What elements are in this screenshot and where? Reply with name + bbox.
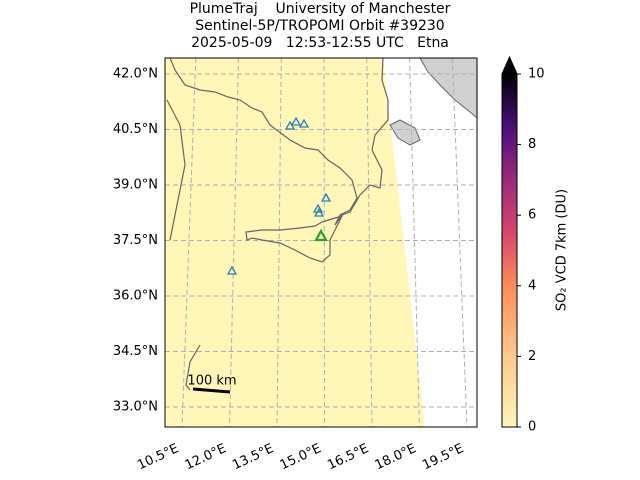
- colorbar-tick-label: 0: [528, 420, 536, 435]
- coastline: [245, 215, 344, 263]
- lat-label: 42.0°N: [113, 67, 158, 82]
- colorbar: SO₂ VCD 7km (DU) 0 2 4 6 8 10: [501, 55, 570, 435]
- map-area: 100 km: [165, 58, 477, 427]
- lon-label: 10.5°E: [135, 441, 181, 473]
- lat-label: 40.5°N: [113, 122, 158, 137]
- lon-label: 19.5°E: [420, 441, 466, 473]
- lon-label: 13.5°E: [230, 441, 276, 473]
- colorbar-tick-label: 10: [528, 67, 545, 82]
- satellite-swath: [165, 58, 425, 427]
- colorbar-tick-label: 6: [528, 208, 536, 223]
- coastline: [169, 58, 389, 226]
- colorbar-frame: [501, 55, 518, 428]
- title-line: Sentinel-5P/TROPOMI Orbit #39230: [195, 18, 444, 34]
- colorbar-fill: [502, 74, 517, 427]
- grid-line: [366, 58, 373, 427]
- lon-label: 12.0°E: [183, 441, 229, 473]
- land: [389, 119, 421, 146]
- title-line: PlumeTraj University of Manchester: [190, 1, 451, 17]
- map-frame: [164, 57, 478, 428]
- grid-line: [181, 58, 197, 427]
- lat-label: 33.0°N: [113, 400, 158, 415]
- title-line: 2025-05-09 12:53-12:55 UTC Etna: [191, 35, 449, 51]
- lat-labels: 42.0°N 40.5°N 39.0°N 37.5°N 36.0°N 34.5°N 33.0…: [113, 67, 158, 415]
- lat-label: 36.0°N: [113, 289, 158, 304]
- lon-label: 18.0°E: [373, 441, 419, 473]
- scale-bar: [192, 387, 231, 394]
- colorbar-tick-label: 4: [528, 278, 536, 293]
- coastline: [185, 344, 201, 391]
- lon-label: 16.5°E: [325, 441, 371, 473]
- grid-line: [409, 58, 420, 427]
- lat-label: 34.5°N: [113, 344, 158, 359]
- colorbar-tick-label: 8: [528, 137, 536, 152]
- colorbar-extend: [502, 57, 517, 74]
- grid-line: [229, 58, 240, 427]
- coastline: [166, 99, 186, 241]
- title-block: PlumeTraj University of Manchester Senti…: [190, 1, 451, 51]
- colorbar-tick-label: 2: [528, 349, 536, 364]
- colorbar-label: SO₂ VCD 7km (DU): [555, 189, 570, 311]
- lon-labels: 10.5°E 12.0°E 13.5°E 15.0°E 16.5°E 18.0°E 19.5…: [135, 441, 466, 473]
- target-volcano: [314, 228, 328, 242]
- lat-label: 39.0°N: [113, 178, 158, 193]
- lat-label: 37.5°N: [113, 233, 158, 248]
- scale-bar-label: 100 km: [187, 374, 236, 389]
- lon-label: 15.0°E: [278, 441, 324, 473]
- grid-line: [451, 58, 468, 427]
- volcano-markers: [226, 116, 332, 275]
